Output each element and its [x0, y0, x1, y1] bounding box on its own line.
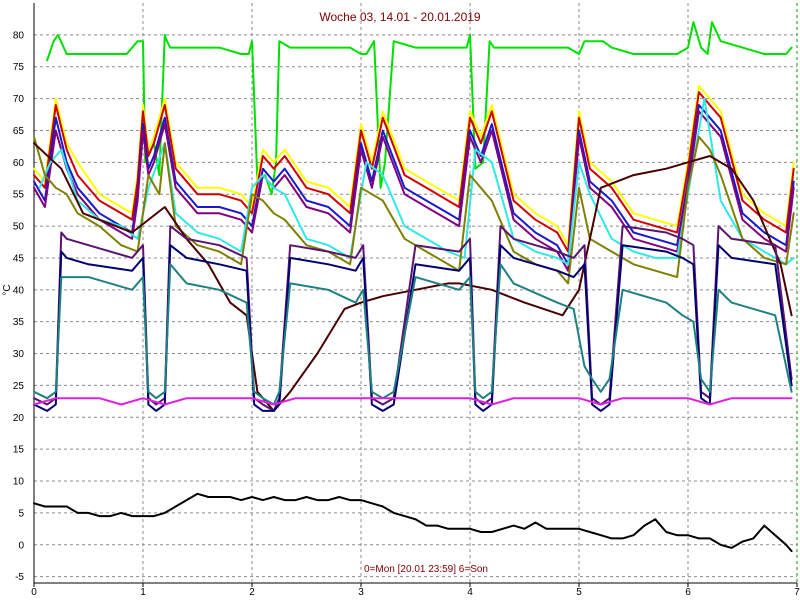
- series-line-6: [38, 97, 795, 266]
- x-tick-label: 6: [685, 587, 691, 598]
- y-tick-label: 15: [13, 445, 25, 456]
- series-line-5: [33, 110, 795, 272]
- y-tick-label: 75: [13, 62, 25, 73]
- y-tick-label: 20: [13, 413, 25, 424]
- y-tick-label: 80: [13, 30, 25, 41]
- grid: [34, 3, 797, 583]
- y-tick-label: 70: [13, 94, 25, 105]
- y-tick-label: 30: [13, 349, 25, 360]
- y-axis-label: °C: [2, 284, 13, 295]
- y-tick-label: 10: [13, 477, 25, 488]
- y-tick-label: 5: [18, 508, 24, 519]
- series-line-8: [33, 142, 793, 412]
- chart-title: Woche 03, 14.01 - 20.01.2019: [319, 10, 481, 24]
- y-tick-label: 45: [13, 253, 25, 264]
- series-line-12: [33, 397, 793, 406]
- x-axis-caption: 0=Mon [20.01 23:59] 6=Son: [364, 564, 488, 575]
- series-line-1: [46, 21, 793, 196]
- series-line-10: [33, 244, 793, 412]
- y-tick-label: 55: [13, 190, 25, 201]
- y-tick-label: 25: [13, 381, 25, 392]
- y-tick-label: 0: [18, 540, 24, 551]
- y-tick-label: 50: [13, 222, 25, 233]
- y-tick-label: 35: [13, 317, 25, 328]
- series-lines: [33, 21, 795, 553]
- series-line-7: [33, 135, 795, 285]
- x-tick-label: 3: [358, 587, 364, 598]
- x-tick-label: 2: [249, 587, 255, 598]
- x-tick-label: 5: [576, 587, 582, 598]
- x-tick-label: 4: [467, 587, 473, 598]
- axes: [33, 3, 798, 584]
- series-line-13: [33, 492, 793, 553]
- y-tick-label: 60: [13, 158, 25, 169]
- y-tick-label: 40: [13, 285, 25, 296]
- series-line-11: [33, 263, 793, 406]
- x-tick-label: 1: [140, 587, 146, 598]
- x-tick-label: 0: [31, 587, 37, 598]
- x-tick-label: 7: [794, 587, 800, 598]
- y-tick-label: -5: [15, 572, 24, 583]
- y-tick-label: 65: [13, 126, 25, 137]
